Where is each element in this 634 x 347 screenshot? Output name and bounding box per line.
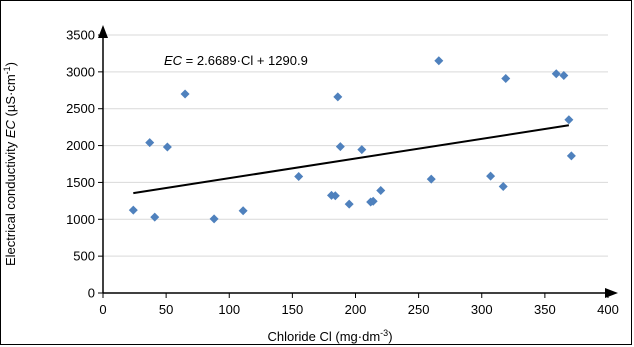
x-tick-label: 350	[534, 302, 556, 317]
data-point	[145, 138, 155, 148]
x-tick-label: 250	[408, 302, 430, 317]
x-tick-label: 400	[597, 302, 619, 317]
data-point	[501, 73, 511, 83]
y-tick-label: 0	[88, 286, 95, 301]
data-point	[335, 142, 345, 152]
y-tick-labels: 0 500 1000 1500 2000 2500 3000 3500	[66, 28, 103, 301]
data-points	[128, 56, 576, 224]
x-tick-label: 300	[471, 302, 493, 317]
data-point	[566, 151, 576, 161]
data-point	[357, 145, 367, 155]
data-point	[344, 199, 354, 209]
y-tick-label: 1000	[66, 212, 95, 227]
data-point	[333, 92, 343, 102]
y-tick-label: 2500	[66, 101, 95, 116]
data-point	[426, 174, 436, 184]
y-tick-label: 500	[73, 249, 95, 264]
x-axis-arrow	[605, 288, 618, 298]
y-tick-label: 2000	[66, 138, 95, 153]
data-point	[559, 71, 569, 81]
data-point	[330, 191, 340, 201]
data-point	[128, 205, 138, 215]
data-point	[368, 196, 378, 206]
data-point	[434, 56, 444, 66]
data-point	[150, 212, 160, 222]
y-tick-label: 1500	[66, 175, 95, 190]
x-tick-label: 200	[345, 302, 367, 317]
x-axis-label: Chloride Cl (mg·dm-3)	[267, 328, 392, 344]
data-point	[564, 115, 574, 125]
y-tick-label: 3000	[66, 64, 95, 79]
data-point	[376, 186, 386, 196]
x-tick-labels: 0 50 100 150 200 250 300 350 400	[99, 293, 619, 317]
data-point	[294, 172, 304, 182]
data-point	[498, 181, 508, 191]
data-point	[209, 214, 219, 224]
data-point	[180, 89, 190, 99]
trendline-equation: EC = 2.6689·Cl + 1290.9	[164, 53, 308, 68]
x-tick-label: 50	[159, 302, 173, 317]
x-tick-label: 150	[282, 302, 304, 317]
trendline-group	[133, 124, 570, 195]
data-point	[486, 171, 496, 181]
data-point	[238, 206, 248, 216]
x-tick-label: 0	[99, 302, 106, 317]
x-tick-label: 100	[218, 302, 240, 317]
trendline	[133, 124, 570, 195]
gridlines	[103, 34, 608, 257]
y-axis-label: Electrical conductivity EC (µS·cm-1)	[2, 62, 18, 266]
data-point	[162, 142, 172, 152]
y-tick-label: 3500	[66, 28, 95, 43]
data-point	[551, 69, 561, 79]
axes	[98, 25, 618, 298]
y-axis-arrow	[98, 25, 108, 38]
